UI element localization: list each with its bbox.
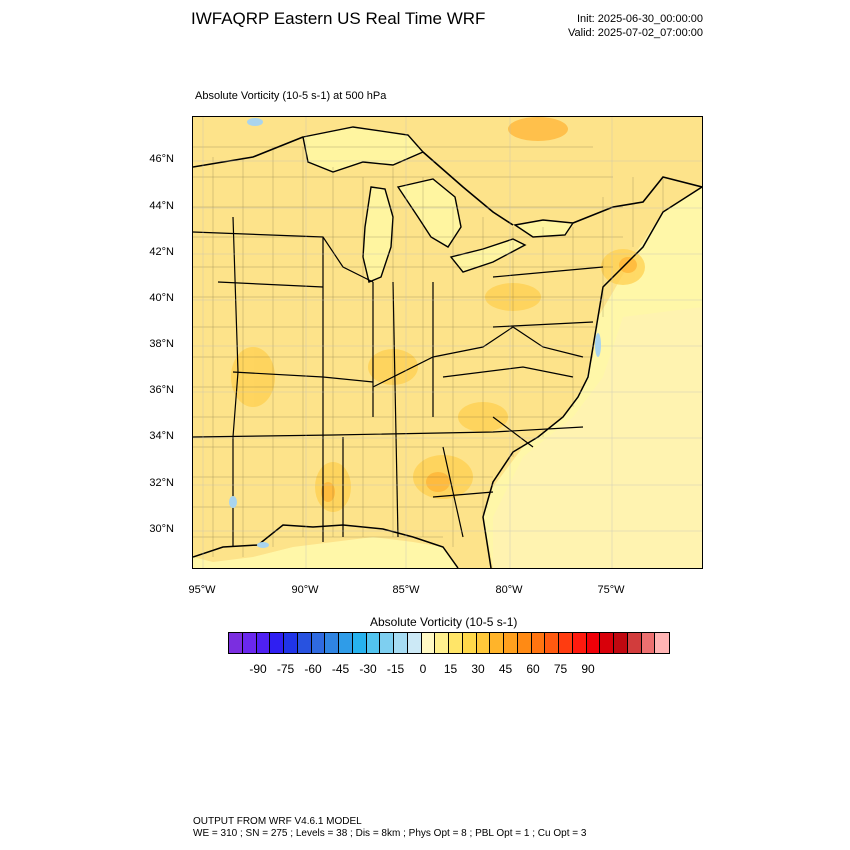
colorbar-swatch	[586, 633, 601, 653]
lat-label: 42°N	[149, 246, 174, 258]
lat-label: 34°N	[149, 430, 174, 442]
colorbar-swatch	[270, 633, 284, 653]
colorbar-title: Absolute Vorticity (10-5 s-1)	[370, 615, 518, 629]
colorbar	[228, 632, 670, 654]
lat-label: 44°N	[149, 200, 174, 212]
colorbar-swatch	[421, 633, 436, 653]
field-subtitle: Absolute Vorticity (10-5 s-1) at 500 hPa	[195, 90, 387, 102]
valid-time: Valid: 2025-07-02_07:00:00	[568, 27, 703, 39]
colorbar-tick-label: 30	[471, 662, 485, 676]
lon-label: 85°W	[392, 584, 420, 596]
colorbar-swatch	[311, 633, 326, 653]
colorbar-swatch	[490, 633, 504, 653]
colorbar-swatch	[559, 633, 573, 653]
colorbar-tick-label: 45	[498, 662, 513, 676]
colorbar-swatch	[380, 633, 394, 653]
colorbar-swatch	[600, 633, 614, 653]
gulf-coast	[193, 524, 459, 568]
lon-label: 90°W	[291, 584, 319, 596]
colorbar-swatch	[655, 633, 669, 653]
graticule	[193, 117, 702, 568]
lat-label: 38°N	[149, 338, 174, 350]
colorbar-tick-label: 90	[581, 662, 595, 676]
colorbar-swatch	[504, 633, 518, 653]
colorbar-swatch	[572, 633, 587, 653]
colorbar-swatch	[517, 633, 532, 653]
map-canvas	[193, 117, 702, 568]
colorbar-tick-label: 75	[553, 662, 568, 676]
lat-label: 36°N	[149, 384, 174, 396]
colorbar-swatch	[284, 633, 298, 653]
colorbar-tick-label: 60	[526, 662, 540, 676]
lon-label: 95°W	[188, 584, 216, 596]
colorbar-swatch	[545, 633, 559, 653]
east-coast	[482, 186, 702, 568]
colorbar-swatch	[394, 633, 408, 653]
colorbar-swatch	[614, 633, 628, 653]
plot-title: IWFAQRP Eastern US Real Time WRF	[191, 9, 486, 28]
colorbar-swatch	[339, 633, 353, 653]
lat-label: 46°N	[149, 153, 174, 165]
colorbar-swatch	[352, 633, 367, 653]
lon-label: 80°W	[495, 584, 523, 596]
colorbar-swatch	[297, 633, 312, 653]
colorbar-swatch	[531, 633, 546, 653]
colorbar-tick-label: -15	[386, 662, 405, 676]
colorbar-swatch	[325, 633, 339, 653]
vorticity-map	[192, 116, 703, 569]
colorbar-swatch	[476, 633, 491, 653]
colorbar-swatch	[366, 633, 381, 653]
colorbar-swatch	[449, 633, 463, 653]
colorbar-tick-label: -30	[359, 662, 377, 676]
land-area	[193, 117, 702, 568]
county-lines	[193, 146, 664, 557]
lat-label: 32°N	[149, 477, 174, 489]
colorbar-tick-label: 15	[443, 662, 458, 676]
ocean-area	[493, 307, 702, 568]
water-bodies	[229, 118, 601, 548]
colorbar-swatch	[641, 633, 656, 653]
colorbar-tick-label: -60	[304, 662, 322, 676]
colorbar-swatch	[435, 633, 449, 653]
lat-label: 40°N	[149, 292, 174, 304]
vorticity-maxima	[321, 117, 637, 502]
lat-label: 30°N	[149, 523, 174, 535]
lon-label: 75°W	[597, 584, 625, 596]
colorbar-swatch	[242, 633, 257, 653]
colorbar-tick-label: -45	[331, 662, 350, 676]
colorbar-tick-label: -75	[276, 662, 295, 676]
footer-config: WE = 310 ; SN = 275 ; Levels = 38 ; Dis …	[193, 828, 587, 839]
init-time: Init: 2025-06-30_00:00:00	[577, 13, 703, 25]
colorbar-swatch	[229, 633, 243, 653]
colorbar-swatch	[627, 633, 642, 653]
colorbar-swatch	[462, 633, 477, 653]
footer-model: OUTPUT FROM WRF V4.6.1 MODEL	[193, 816, 362, 827]
colorbar-tick-label: 0	[419, 662, 427, 676]
colorbar-tick-label: -90	[249, 662, 267, 676]
colorbar-swatch	[256, 633, 271, 653]
state-boundaries	[193, 216, 604, 547]
colorbar-swatch	[407, 633, 422, 653]
